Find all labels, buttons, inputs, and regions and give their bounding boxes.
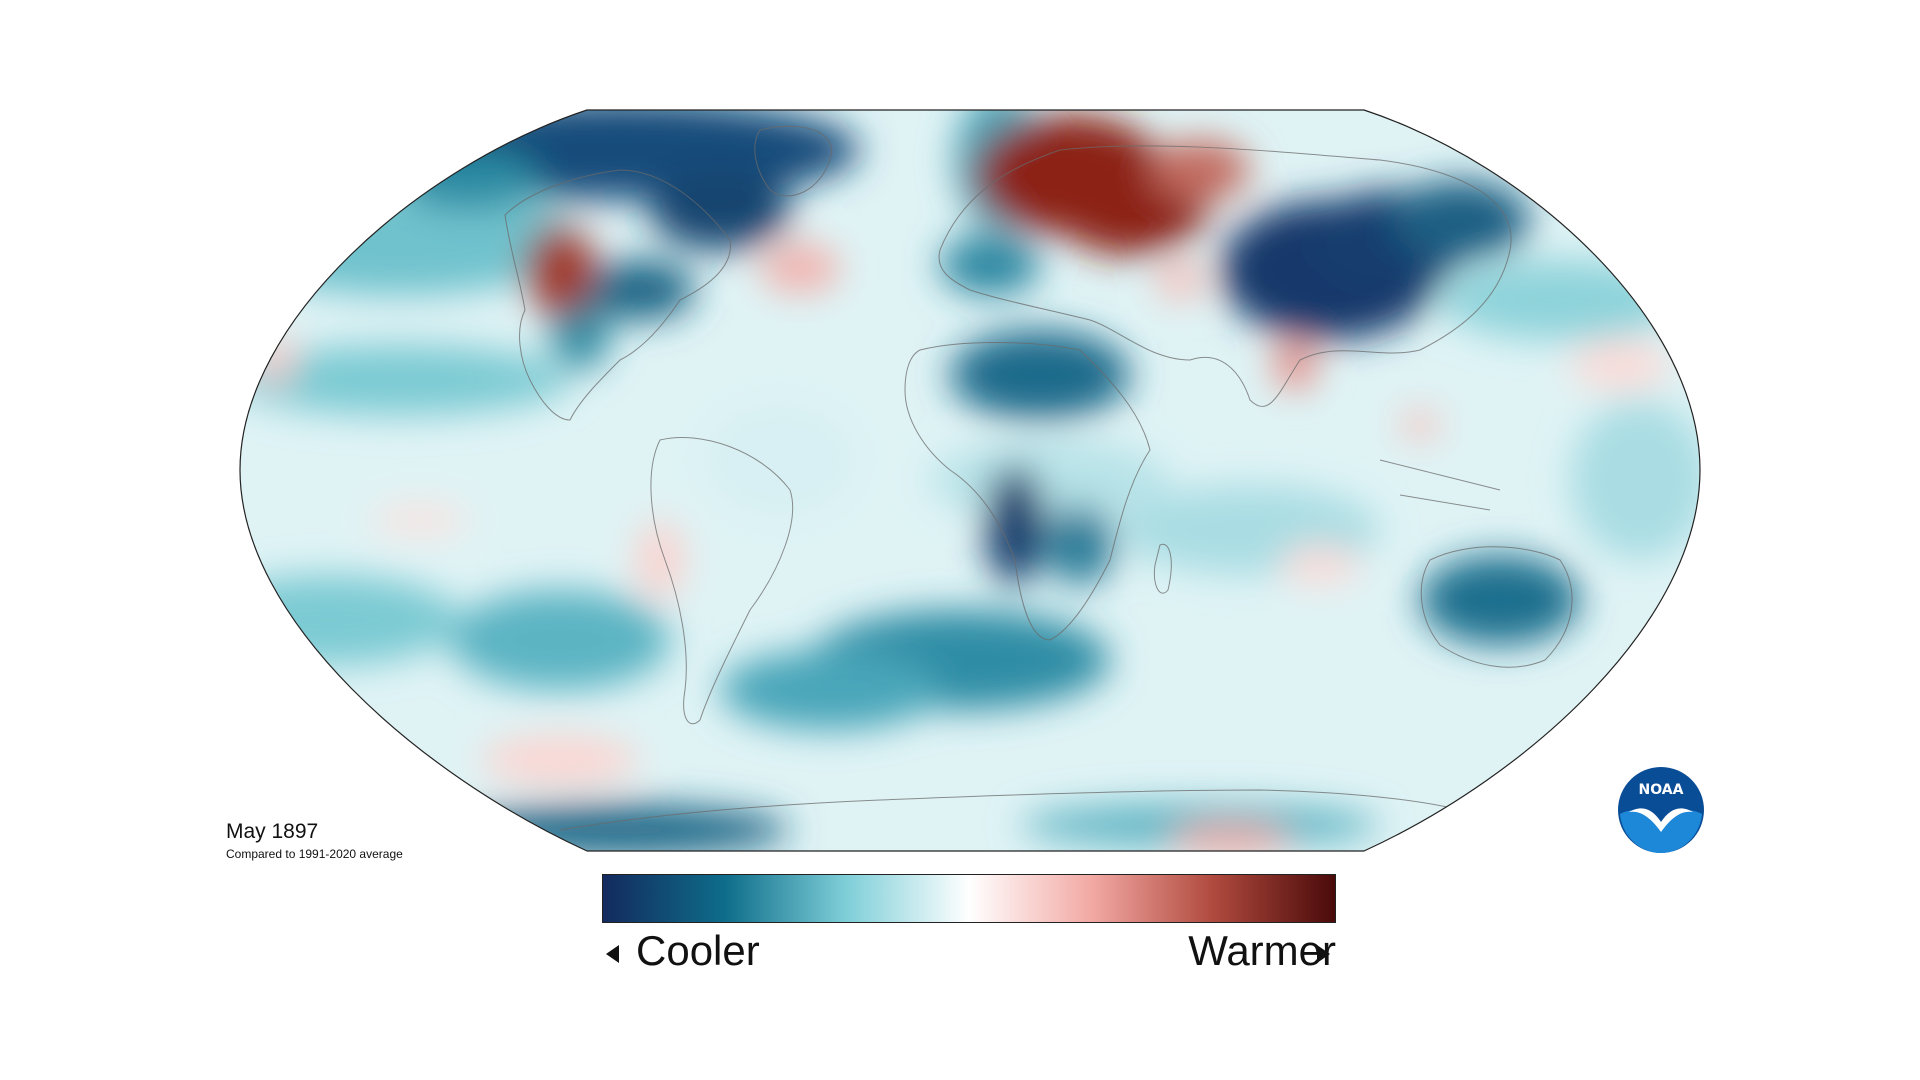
colorbar-legend — [602, 874, 1336, 923]
left-triangle-icon — [606, 945, 619, 963]
noaa-logo-icon: NOAA — [1618, 767, 1704, 853]
coastlines — [504, 125, 1655, 831]
map-date-title: May 1897 — [226, 820, 319, 843]
warmer-label: Warmer — [1188, 927, 1336, 974]
noaa-logo-text: NOAA — [1639, 782, 1684, 798]
anomaly-field — [240, 110, 1700, 851]
map-baseline-subtitle: Compared to 1991-2020 average — [226, 847, 403, 861]
cooler-label: Cooler — [636, 927, 760, 974]
right-triangle-icon — [1317, 945, 1330, 963]
map-frame — [239, 109, 1701, 852]
